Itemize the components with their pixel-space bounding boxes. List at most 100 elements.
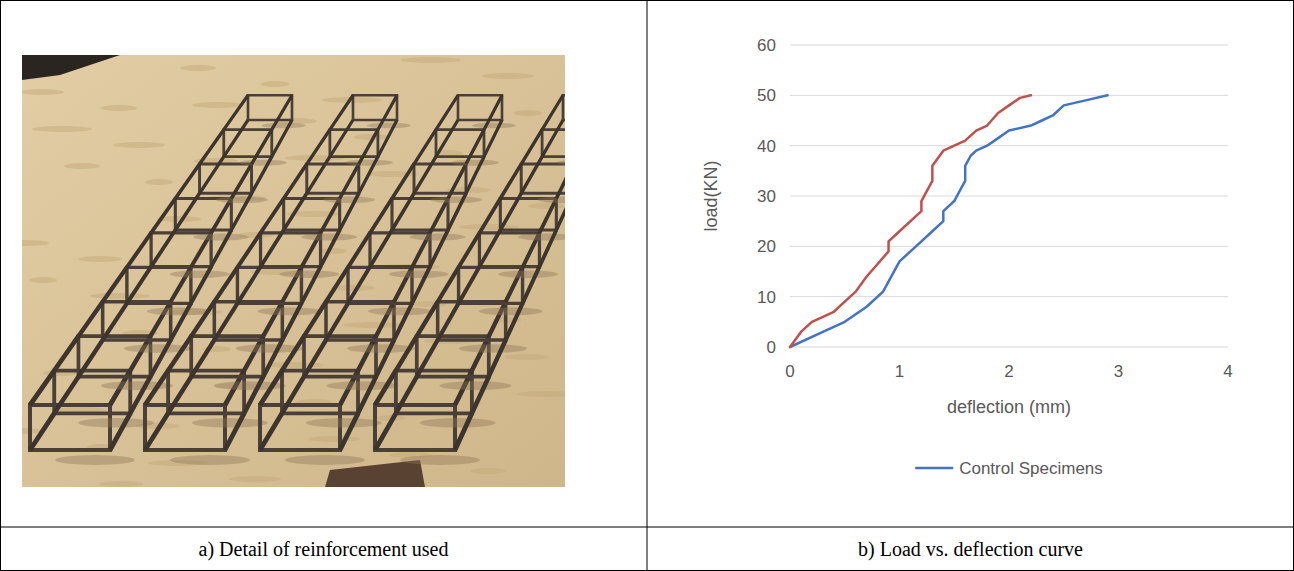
rebar [261,199,284,233]
table-divider [647,0,648,571]
caption: b) Load vs. deflection curve [858,538,1083,561]
rebar [127,233,151,267]
rebar [237,267,260,304]
sand-ripple [470,468,506,474]
x-tick-label: 1 [895,362,904,381]
sand-ripple [514,110,542,116]
x-tick-label: 4 [1223,362,1232,381]
sand-ripple [482,73,534,79]
cage-shadow [498,270,558,278]
rebar [479,199,500,233]
stirrup [103,302,171,340]
sand-ripple [29,277,57,283]
stirrup [214,302,282,340]
cage-shadow [279,270,339,278]
cage-shadow [285,455,365,465]
cage-shadow [170,455,250,465]
y-tick-label: 40 [757,137,776,156]
cage-shadow [262,123,306,129]
rebar [260,371,282,405]
rebar [175,193,199,230]
sand-ripple [229,476,281,482]
legend-swatch [915,467,953,470]
rebar [225,413,244,450]
cage-shadow [55,455,135,465]
photo-ground [22,55,565,487]
rebar [175,164,199,198]
y-axis-title: load(KN) [701,160,721,231]
rebar [392,164,414,198]
rebar [340,193,359,230]
grid-line [790,145,1228,146]
rebar [272,95,292,129]
cage-shadow [192,418,268,428]
rebar [150,302,170,336]
sand-ripple [101,105,137,111]
cage-shadow [257,307,321,315]
rebar [370,230,392,267]
rebar [103,267,127,301]
stirrup [417,336,489,377]
legend-label: Control Specimens [959,459,1103,478]
cage-shadow [301,234,357,241]
rebar [430,199,448,233]
rebar [542,95,563,129]
rebar [237,233,260,267]
legend: Control Specimens [915,459,1103,478]
rebar [484,95,502,129]
sand-ripple [528,203,564,209]
sand-ripple [517,391,565,397]
rebar [417,302,438,336]
cage-shadow [410,234,466,241]
rebar [78,340,102,377]
cage-shadow [345,160,393,166]
y-tick-label: 30 [757,187,776,206]
rebar [438,267,459,301]
rebar [466,130,484,164]
rebar [523,267,540,304]
sand-ripple [22,240,49,246]
cage-shadow [170,270,230,278]
rebar [54,336,78,370]
rebar [263,302,282,336]
cage-shadow [430,197,482,204]
rebar [260,413,282,450]
rebar [392,193,414,230]
rebar [200,130,224,164]
rebar [455,413,472,450]
cage-shadow [306,418,382,428]
rebar [54,377,78,414]
rebar [472,377,489,414]
x-tick-label: 0 [785,362,794,381]
rebar [489,340,506,377]
rebar [168,336,191,370]
stirrup [78,336,150,377]
grid-line [790,196,1228,197]
y-tick-label: 60 [757,36,776,55]
rebar [430,230,448,267]
rebar [340,164,359,198]
rebar [521,130,542,164]
rebar [436,95,458,129]
grid-line [790,95,1228,96]
sand-ripple [22,89,64,95]
rebar [304,340,326,377]
rebar [448,193,466,230]
rebar [151,230,175,267]
rebar [307,130,330,164]
cage-shadow [368,307,432,315]
rebar [438,303,459,340]
rebar [376,302,394,336]
rebar [556,164,565,198]
rebar [231,164,251,198]
series-line [790,95,1108,347]
sand-ripple [64,163,100,169]
rebar [375,413,396,450]
sand-ripple [32,126,92,132]
rebar [200,157,224,194]
rebar [539,230,556,267]
sand-ripple [78,256,122,262]
rebar [307,157,330,194]
grid-line [790,246,1228,247]
cage-shadow [459,344,527,353]
